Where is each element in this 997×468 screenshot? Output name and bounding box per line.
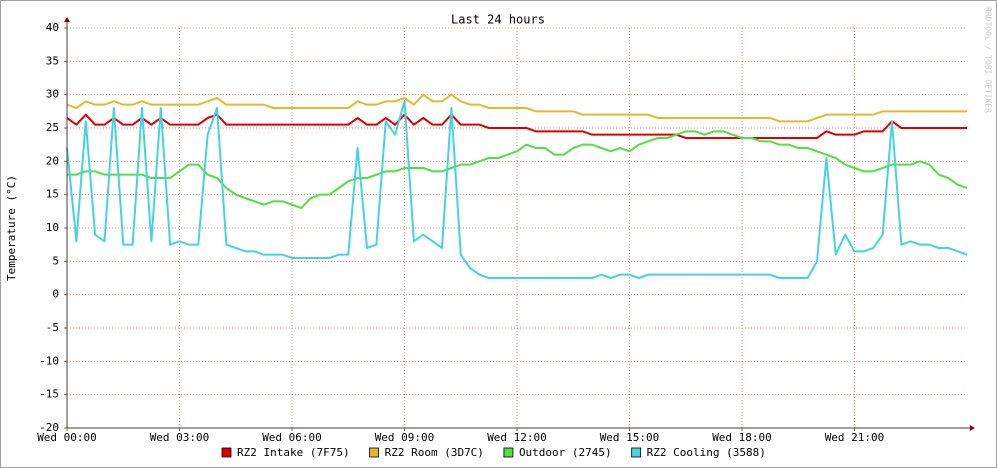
axes [64, 17, 975, 431]
legend-swatch [369, 447, 379, 458]
legend-label: RZ2 Room (3D7C) [385, 446, 484, 459]
x-tick-label: Wed 00:00 [37, 431, 97, 444]
x-tick-label: Wed 06:00 [262, 431, 322, 444]
x-tick-label: Wed 12:00 [487, 431, 547, 444]
y-tick-label: -5 [46, 321, 59, 334]
legend-swatch [221, 447, 232, 458]
y-axis-arrow [64, 17, 70, 22]
y-tick-label: 20 [46, 154, 59, 167]
y-tick-label: -15 [39, 388, 59, 401]
x-tick-label: Wed 15:00 [600, 431, 660, 444]
series-line [67, 130, 968, 209]
y-tick-label: 40 [46, 21, 59, 34]
y-axis-label: Temperature (°C) [5, 175, 18, 281]
series-line [66, 93, 967, 123]
legend-swatch [503, 447, 514, 458]
y-tick-label: 0 [52, 288, 59, 301]
legend-label: RZ2 Intake (7F75) [237, 446, 350, 459]
x-tick-label: Wed 03:00 [150, 431, 210, 444]
y-tick-label: 30 [46, 88, 59, 101]
legend-label: Outdoor (2745) [519, 446, 612, 459]
legend-label: RZ2 Cooling (3588) [647, 446, 766, 459]
x-axis-arrow [970, 425, 975, 431]
legend: RZ2 Intake (7F75) RZ2 Room (3D7C) Outdoor … [221, 446, 766, 459]
y-tick-label: 25 [46, 121, 59, 134]
watermark: RRDTOOL / TOBI OETIKER [984, 7, 993, 113]
x-tick-label: Wed 21:00 [825, 431, 885, 444]
x-tick-label: Wed 18:00 [712, 431, 772, 444]
y-tick-label: -20 [39, 421, 59, 434]
grid: -20 -15 -10 -5 0 5 10 15 20 25 30 35 40 Wed 00:00 Wed … [37, 21, 967, 444]
y-tick-label: 35 [46, 54, 59, 67]
chart-title: Last 24 hours [451, 13, 545, 27]
y-tick-label: 10 [46, 221, 59, 234]
y-tick-label: -10 [39, 354, 59, 367]
y-tick-label: 15 [46, 188, 59, 201]
lines [66, 93, 968, 279]
x-tick-label: Wed 09:00 [375, 431, 435, 444]
series-line [66, 100, 968, 279]
legend-swatch [631, 447, 642, 458]
y-tick-label: 5 [52, 254, 59, 267]
